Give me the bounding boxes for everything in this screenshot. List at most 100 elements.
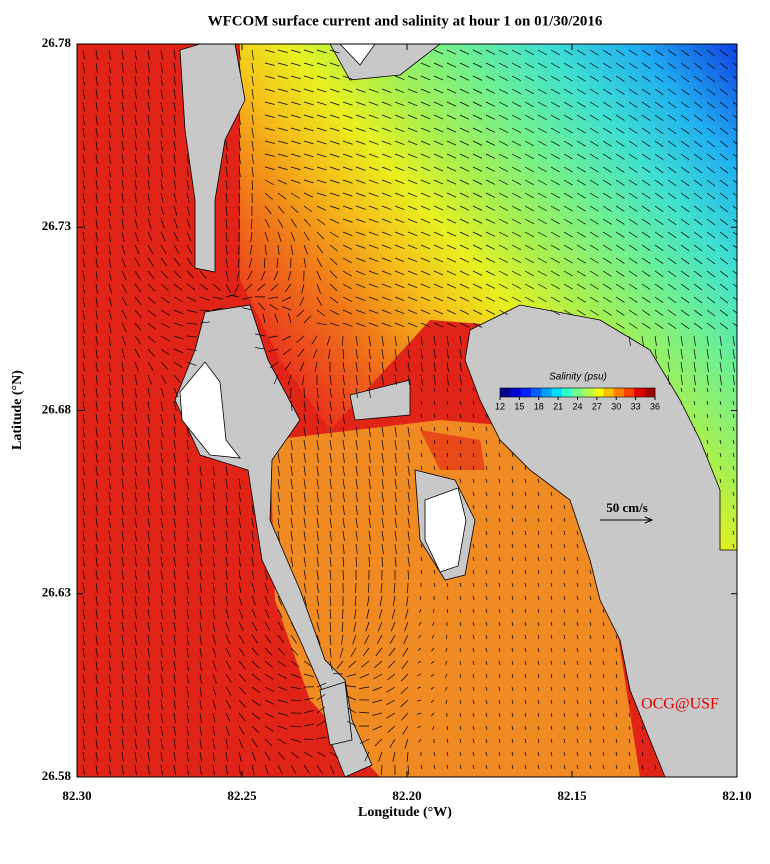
current-vector [563,647,566,652]
current-vector [628,179,638,186]
current-vector [472,686,475,691]
current-vector [355,517,358,528]
current-vector [472,712,475,717]
current-vector [433,205,444,211]
current-vector [576,283,586,290]
current-vector [511,49,521,55]
current-vector [537,114,547,121]
current-vector [355,374,358,385]
current-vector [134,478,137,489]
current-vector [95,452,98,463]
current-vector [82,686,85,697]
current-vector [147,660,150,671]
current-vector [95,699,98,710]
current-vector [355,205,366,210]
current-vector [615,205,625,212]
current-vector [485,309,496,315]
current-vector [329,231,339,238]
current-vector [329,660,333,671]
current-vector [82,426,85,437]
current-vector [134,647,137,658]
current-vector [95,556,98,567]
current-vector [134,452,137,463]
current-vector [420,218,431,224]
current-vector [95,49,98,60]
current-vector [654,88,664,95]
current-vector [290,452,293,463]
current-vector [394,361,397,372]
current-vector [693,257,703,265]
current-vector [160,712,163,723]
current-vector [173,569,176,580]
current-vector [121,543,124,554]
current-vector [260,270,266,281]
current-vector [121,218,124,229]
current-vector [264,751,271,761]
current-vector [563,205,573,212]
current-vector [628,309,638,316]
current-vector [602,153,612,160]
current-vector [134,569,137,580]
current-vector [186,231,192,242]
current-vector [329,387,332,398]
current-vector [420,465,423,470]
current-vector [238,764,241,775]
current-vector [160,543,163,554]
current-vector [82,179,85,190]
current-vector [186,166,189,177]
current-vector [589,179,599,186]
current-vector [589,244,599,251]
current-vector [433,88,444,94]
current-vector [199,543,202,554]
current-vector [82,62,85,73]
current-vector [329,374,332,385]
current-vector [316,543,319,554]
current-vector [311,335,318,345]
current-vector [446,595,449,600]
current-vector [238,569,241,580]
current-vector [394,465,397,476]
current-vector [589,569,592,574]
current-vector [108,452,111,463]
current-vector [342,569,344,581]
current-vector [693,322,703,330]
current-vector [238,543,241,554]
current-vector [394,478,397,489]
current-vector [524,114,534,121]
current-vector [316,693,326,701]
current-vector [108,725,111,736]
current-vector [511,153,521,159]
current-vector [537,673,540,678]
current-vector [108,582,111,593]
current-vector [602,309,612,316]
current-vector [667,114,677,122]
current-vector [82,140,85,151]
current-vector [95,270,98,281]
current-vector [173,439,176,450]
current-vector [498,699,501,704]
current-vector [160,608,163,619]
current-vector [303,88,314,93]
current-vector [732,413,735,418]
current-vector [264,647,273,656]
current-vector [641,335,644,346]
current-vector [420,387,423,392]
current-vector [693,244,703,252]
current-vector [719,413,722,418]
current-vector [602,725,605,730]
current-vector [147,712,150,723]
current-vector [485,725,488,730]
current-vector [602,673,605,678]
current-vector [303,697,314,701]
current-vector [407,283,418,289]
current-vector [719,309,729,317]
current-vector [472,738,475,743]
current-vector [433,114,444,120]
current-vector [303,257,307,268]
current-vector [563,140,573,147]
current-vector [225,257,228,268]
current-vector [381,192,392,197]
current-vector [121,205,124,216]
current-vector [303,127,314,132]
current-vector [342,101,353,106]
